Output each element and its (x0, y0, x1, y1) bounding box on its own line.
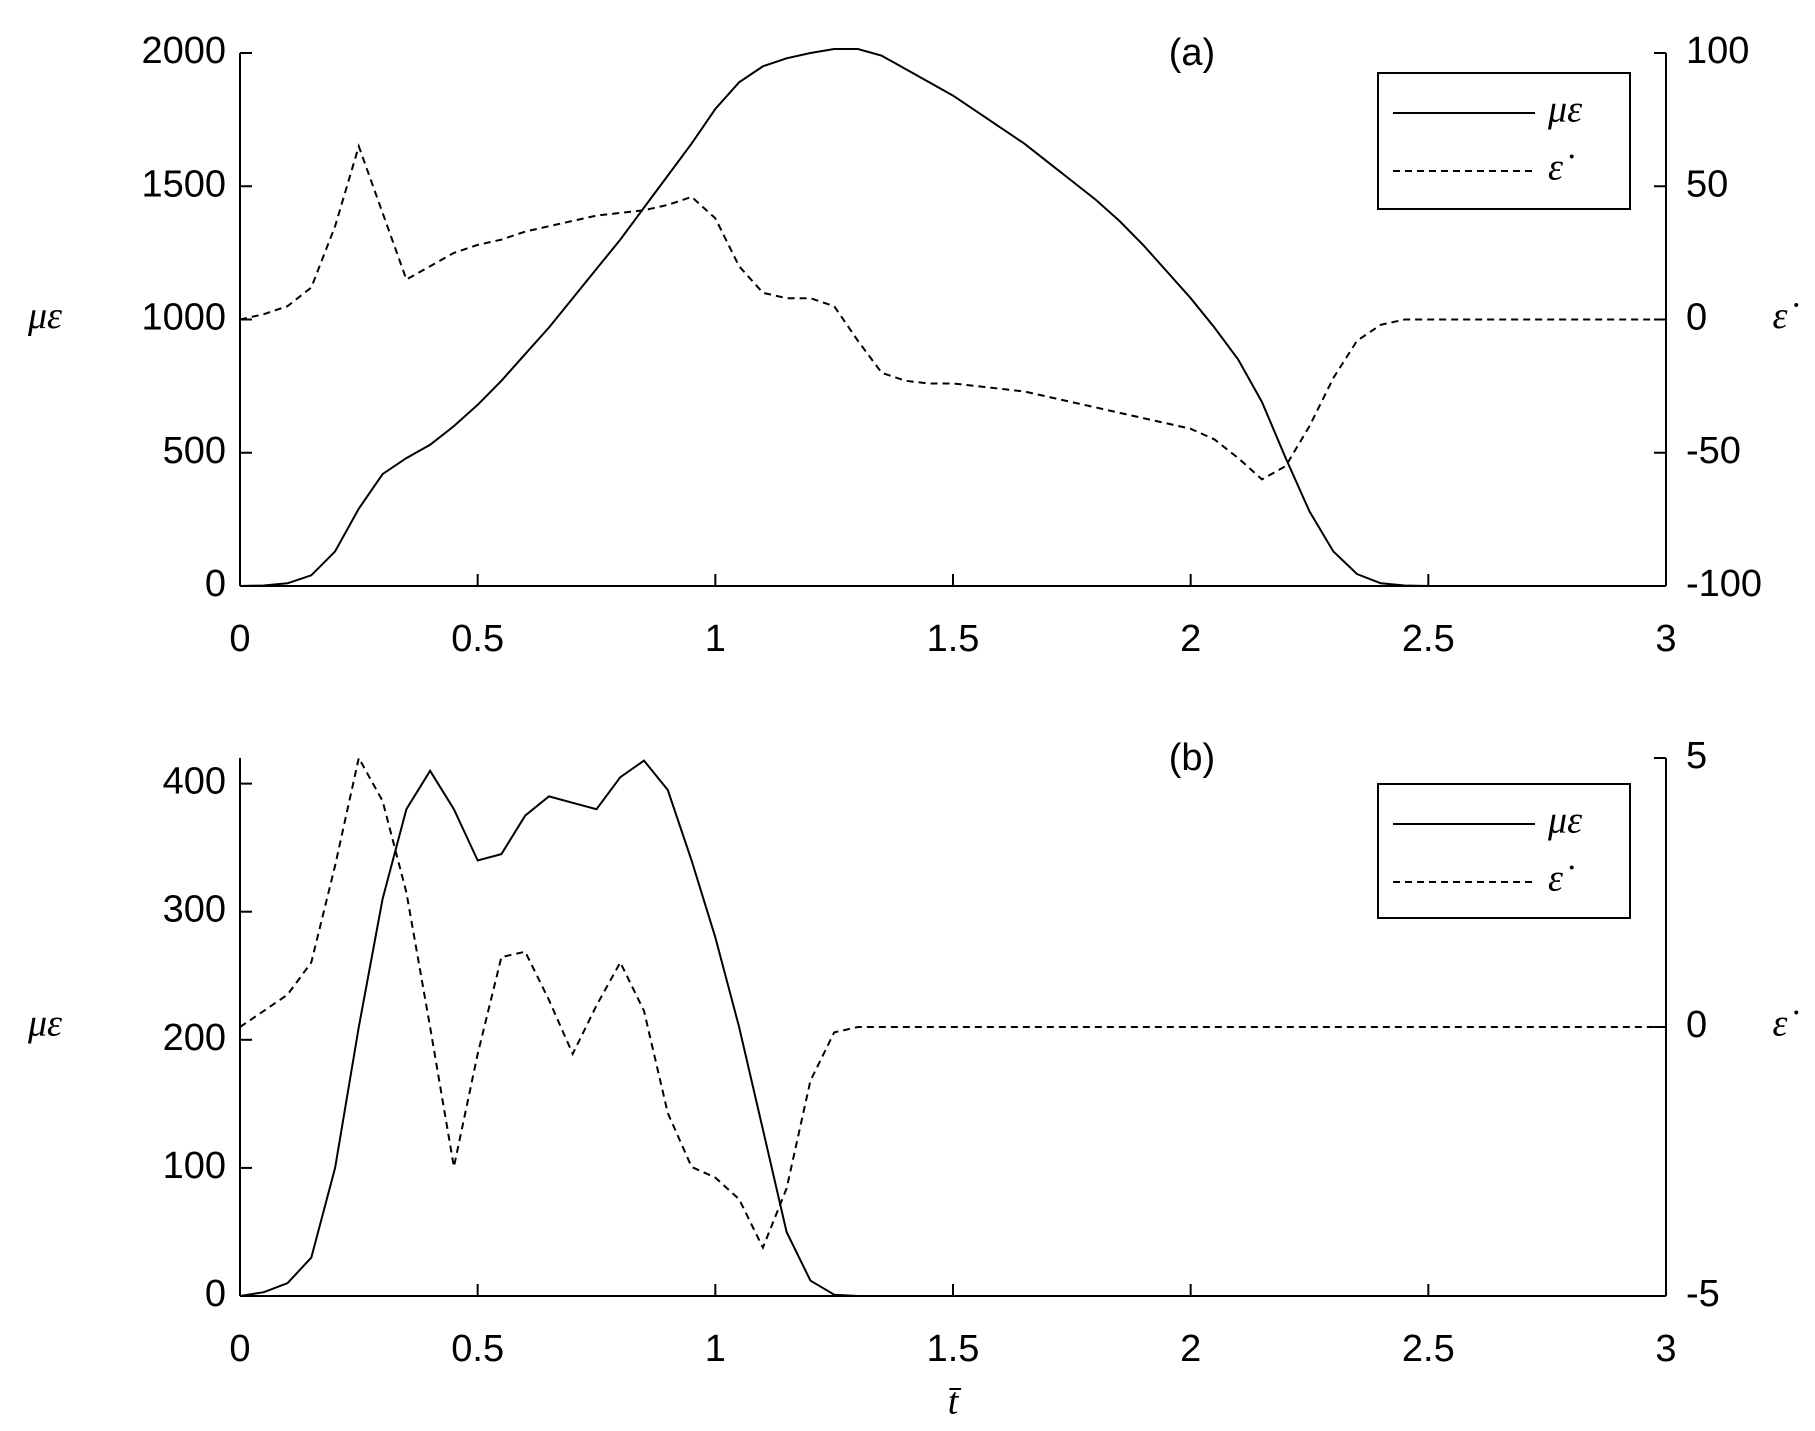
x-tick-label: 0 (229, 618, 250, 660)
x-tick-label: 1.5 (927, 1328, 980, 1370)
x-tick-label: 3 (1655, 1328, 1676, 1370)
x-tick-label: 3 (1655, 618, 1676, 660)
x-tick-label: 1 (705, 1328, 726, 1370)
x-tick-label: 1.5 (927, 618, 980, 660)
y-tick-label: 400 (163, 761, 226, 803)
series-line (239, 143, 1666, 481)
y2-tick-label: 5 (1686, 735, 1707, 777)
x-tick-label: 0 (229, 1328, 250, 1370)
y-tick-label: 0 (205, 1273, 226, 1315)
y2-axis-label: ε̇ (1773, 295, 1799, 337)
y-tick-label: 2000 (141, 30, 226, 72)
y-axis-label: με (27, 295, 62, 337)
y2-tick-label: -100 (1686, 563, 1762, 605)
y2-tick-label: -5 (1686, 1273, 1720, 1315)
x-tick-label: 2 (1180, 618, 1201, 660)
y2-tick-label: -50 (1686, 430, 1741, 472)
x-tick-label: 2 (1180, 1328, 1201, 1370)
x-tick-label: 2.5 (1402, 618, 1455, 660)
y2-tick-label: 0 (1686, 297, 1707, 339)
y-tick-label: 0 (205, 563, 226, 605)
y-tick-label: 300 (163, 889, 226, 931)
x-tick-label: 0.5 (451, 1328, 504, 1370)
y2-tick-label: 0 (1686, 1004, 1707, 1046)
y-tick-label: 500 (163, 430, 226, 472)
x-tick-label: 2.5 (1402, 1328, 1455, 1370)
x-tick-label: 1 (705, 618, 726, 660)
legend-label: με (1547, 800, 1582, 842)
y2-axis-label: ε̇ (1773, 1003, 1799, 1045)
legend-box (1377, 783, 1631, 919)
x-axis-label: t̄ (948, 1381, 962, 1423)
legend-box (1377, 72, 1631, 210)
x-tick-label: 0.5 (451, 618, 504, 660)
y-tick-label: 100 (163, 1145, 226, 1187)
annotation: (b) (1169, 737, 1215, 779)
y-tick-label: 200 (163, 1017, 226, 1059)
legend-label: με (1547, 89, 1582, 131)
y-tick-label: 1000 (141, 297, 226, 339)
y-tick-label: 1500 (141, 163, 226, 205)
y2-tick-label: 50 (1686, 163, 1728, 205)
y-axis-label: με (27, 1003, 62, 1045)
y2-tick-label: 100 (1686, 30, 1749, 72)
series-line (239, 48, 1666, 587)
series-line (239, 759, 1666, 1297)
annotation: (a) (1169, 32, 1215, 74)
series-line (239, 755, 1666, 1251)
